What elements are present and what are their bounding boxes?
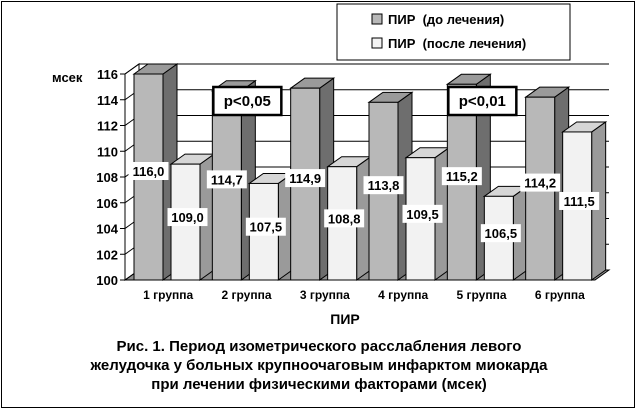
y-tick-label: 106	[96, 196, 118, 211]
value-label-before: 116,0	[133, 164, 165, 179]
y-tick-label: 110	[97, 144, 118, 159]
y-tick-label: 112	[97, 119, 118, 134]
legend-label: ПИР (после лечения)	[388, 36, 526, 51]
value-label-after: 109,0	[171, 210, 204, 225]
chart: 100 102 104 106 108 110 112 114 116 мсек 116,0 109…	[52, 3, 611, 327]
x-tick-label: 4 группа	[378, 288, 428, 302]
x-axis-label: ПИР	[330, 311, 359, 327]
value-label-before-bg	[520, 173, 561, 192]
x-tick-label: 1 группа	[143, 288, 193, 302]
value-label-before-bg	[441, 167, 482, 186]
y-tick-label: 104	[96, 222, 118, 237]
value-label-after: 107,5	[250, 220, 283, 235]
value-label-after: 111,5	[564, 194, 595, 209]
y-tick-label: 100	[96, 273, 118, 288]
value-label-after: 106,5	[485, 226, 518, 241]
y-axis-label: мсек	[52, 70, 83, 85]
x-tick-label: 6 группа	[535, 288, 585, 302]
value-label-after-bg	[245, 217, 286, 236]
value-label-after: 108,8	[328, 211, 361, 226]
legend-swatch	[371, 13, 383, 25]
value-label-after: 109,5	[406, 207, 439, 222]
value-label-after-bg	[402, 204, 443, 223]
y-tick-label: 108	[96, 170, 118, 185]
value-label-before-bg	[285, 169, 326, 188]
legend-swatch	[371, 37, 383, 49]
value-label-before: 113,8	[368, 178, 400, 193]
value-label-before-bg	[128, 162, 169, 180]
value-label-before: 114,7	[211, 172, 243, 187]
value-label-before-bg	[206, 170, 247, 189]
caption-line-3: при лечении физическими факторами (мсек)	[151, 376, 487, 393]
value-label-before: 115,2	[446, 169, 478, 184]
value-label-after-bg	[559, 191, 600, 210]
p-value-label: p<0,01	[459, 93, 506, 110]
x-tick-label: 5 группа	[456, 288, 506, 302]
value-label-after-bg	[480, 224, 521, 243]
value-label-after-bg	[167, 208, 208, 227]
caption-line-1: Рис. 1. Период изометрического расслабле…	[116, 338, 522, 355]
x-tick-label: 3 группа	[300, 288, 350, 302]
value-label-before: 114,9	[289, 171, 321, 186]
legend-label: ПИР (до лечения)	[388, 12, 504, 27]
value-label-after-bg	[324, 209, 365, 228]
value-label-before-bg	[363, 176, 404, 195]
figure-caption: Рис. 1. Период изометрического расслабле…	[0, 337, 638, 394]
x-tick-label: 2 группа	[221, 288, 271, 302]
gridline	[124, 63, 609, 75]
value-label-before: 114,2	[524, 176, 556, 191]
caption-line-2: желудочка у больных крупноочаговым инфар…	[90, 357, 548, 374]
p-value-label: p<0,05	[224, 93, 271, 110]
p-value-box	[447, 85, 518, 117]
y-tick-label: 102	[96, 247, 118, 262]
legend	[336, 3, 571, 61]
y-tick-label: 116	[97, 67, 118, 82]
p-value-box	[212, 85, 283, 117]
y-tick-label: 114	[97, 93, 119, 108]
